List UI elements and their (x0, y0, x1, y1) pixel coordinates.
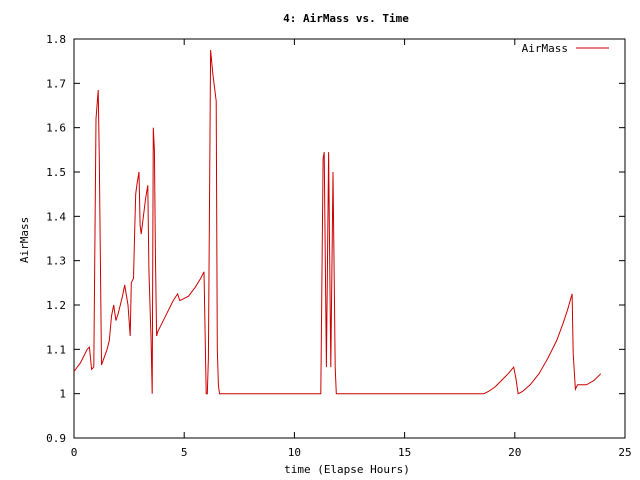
y-axis-ticks: 0.9 1 1.1 1.2 1.3 1.4 1.5 1.6 1.7 1.8 (46, 33, 625, 445)
x-tick-label: 15 (398, 446, 411, 459)
x-tick-label: 10 (288, 446, 301, 459)
x-tick-label: 0 (71, 446, 78, 459)
x-tick-label: 20 (508, 446, 521, 459)
y-tick-label: 1.7 (46, 77, 66, 90)
series-layer (73, 50, 602, 395)
legend-label: AirMass (522, 42, 568, 55)
legend: AirMass (522, 42, 609, 55)
plot-border (73, 38, 626, 439)
x-tick-label: 25 (618, 446, 631, 459)
y-tick-label: 1.1 (46, 343, 66, 356)
chart-title: 4: AirMass vs. Time (283, 12, 409, 25)
y-tick-label: 1.2 (46, 299, 66, 312)
y-tick-label: 1.3 (46, 255, 66, 268)
y-tick-label: 1.5 (46, 166, 66, 179)
plot-area (73, 38, 626, 439)
x-tick-label: 5 (181, 446, 188, 459)
y-tick-label: 1.8 (46, 33, 66, 46)
y-tick-label: 1.4 (46, 210, 66, 223)
y-tick-label: 1.6 (46, 122, 66, 135)
y-tick-label: 0.9 (46, 432, 66, 445)
x-axis-label: time (Elapse Hours) (284, 463, 410, 476)
series-line-airmass (73, 50, 602, 395)
x-axis-ticks: 0 5 10 15 20 25 (71, 39, 632, 459)
y-tick-label: 1 (59, 388, 66, 401)
y-axis-label: AirMass (18, 217, 31, 263)
